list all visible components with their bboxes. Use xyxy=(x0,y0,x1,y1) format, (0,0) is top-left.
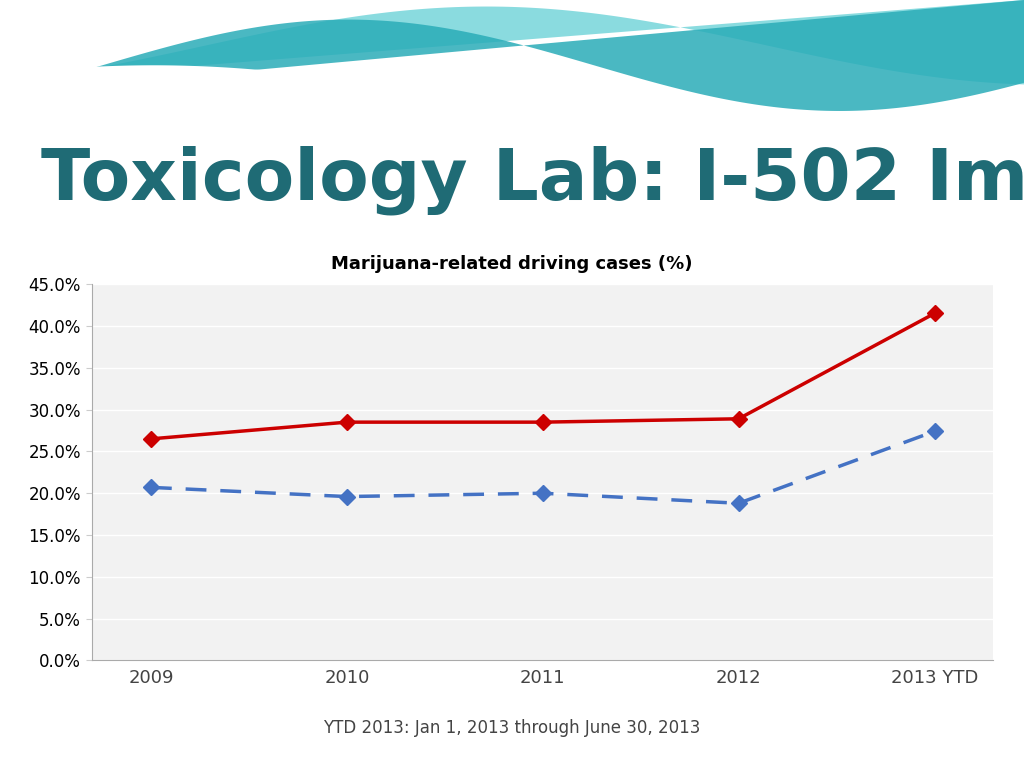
Text: Toxicology Lab: I-502 Impact: Toxicology Lab: I-502 Impact xyxy=(41,146,1024,215)
Polygon shape xyxy=(0,65,1024,131)
Text: Marijuana-related driving cases (%): Marijuana-related driving cases (%) xyxy=(331,255,693,273)
Polygon shape xyxy=(0,0,1024,84)
Polygon shape xyxy=(0,0,1024,111)
Text: YTD 2013: Jan 1, 2013 through June 30, 2013: YTD 2013: Jan 1, 2013 through June 30, 2… xyxy=(324,720,700,737)
